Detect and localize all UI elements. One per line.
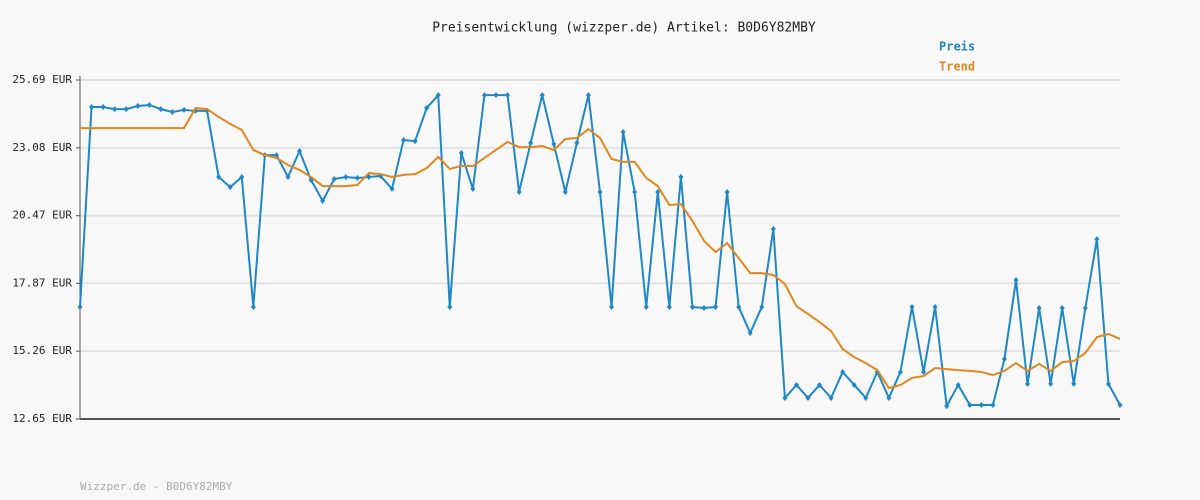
- point-marker: [239, 173, 245, 180]
- series-line: [80, 107, 1121, 390]
- point-marker: [146, 101, 152, 108]
- point-marker: [655, 189, 661, 196]
- point-marker: [551, 140, 557, 147]
- point-marker: [805, 394, 811, 401]
- y-tick-label: 15.26 EUR: [12, 344, 72, 357]
- point-marker: [782, 394, 788, 401]
- point-marker: [1001, 355, 1007, 362]
- point-marker: [921, 368, 927, 375]
- point-marker: [412, 138, 418, 145]
- y-tick-label: 25.69 EUR: [12, 73, 72, 86]
- point-marker: [1059, 304, 1065, 311]
- point-marker: [1094, 236, 1100, 243]
- point-marker: [1117, 401, 1123, 408]
- point-marker: [158, 106, 164, 113]
- footer: Wizzper.de - B0D6Y82MBY: [80, 480, 233, 493]
- point-marker: [967, 401, 973, 408]
- point-marker: [713, 303, 719, 310]
- point-marker: [169, 108, 175, 115]
- point-marker: [227, 184, 233, 191]
- point-marker: [123, 106, 129, 113]
- point-marker: [759, 303, 765, 310]
- point-marker: [747, 329, 753, 336]
- point-marker: [1025, 380, 1031, 387]
- point-marker: [1036, 304, 1042, 311]
- point-marker: [886, 394, 892, 401]
- point-marker: [609, 303, 615, 310]
- point-marker: [1082, 304, 1088, 311]
- point-marker: [955, 381, 961, 388]
- point-marker: [250, 303, 256, 310]
- y-tick-label: 17.87 EUR: [12, 276, 72, 289]
- y-tick-label: 23.08 EUR: [12, 141, 72, 154]
- point-marker: [643, 303, 649, 310]
- point-marker: [331, 176, 337, 183]
- legend-entry: Preis: [939, 40, 975, 54]
- point-marker: [481, 92, 487, 99]
- point-marker: [574, 139, 580, 146]
- y-tick-label: 12.65 EUR: [12, 412, 72, 425]
- point-marker: [505, 92, 511, 99]
- point-marker: [597, 189, 603, 196]
- point-marker: [585, 92, 591, 99]
- point-marker: [135, 102, 141, 109]
- point-marker: [516, 189, 522, 196]
- point-marker: [944, 403, 950, 410]
- point-marker: [216, 173, 222, 180]
- point-marker: [273, 152, 279, 159]
- point-marker: [817, 381, 823, 388]
- point-marker: [909, 303, 915, 310]
- point-marker: [77, 303, 83, 310]
- point-marker: [620, 128, 626, 135]
- point-marker: [770, 225, 776, 232]
- point-marker: [701, 304, 707, 311]
- point-marker: [89, 104, 95, 111]
- point-marker: [678, 173, 684, 180]
- point-marker: [539, 92, 545, 99]
- point-marker: [470, 185, 476, 192]
- point-marker: [1048, 380, 1054, 387]
- y-tick-label: 20.47 EUR: [12, 209, 72, 222]
- point-marker: [285, 173, 291, 180]
- point-marker: [1105, 380, 1111, 387]
- point-marker: [736, 303, 742, 310]
- point-marker: [297, 147, 303, 154]
- point-marker: [493, 92, 499, 99]
- point-marker: [424, 105, 430, 112]
- point-marker: [435, 92, 441, 99]
- point-marker: [828, 394, 834, 401]
- point-marker: [401, 137, 407, 144]
- point-marker: [389, 185, 395, 192]
- point-marker: [793, 381, 799, 388]
- point-marker: [632, 189, 638, 196]
- chart-title: Preisentwicklung (wizzper.de) Artikel: B…: [432, 21, 816, 36]
- point-marker: [724, 189, 730, 196]
- point-marker: [897, 368, 903, 375]
- point-marker: [851, 381, 857, 388]
- point-marker: [528, 139, 534, 146]
- point-marker: [458, 150, 464, 157]
- point-marker: [343, 173, 349, 180]
- point-marker: [978, 401, 984, 408]
- point-marker: [112, 106, 118, 113]
- point-marker: [689, 303, 695, 310]
- point-marker: [354, 175, 360, 182]
- point-marker: [320, 197, 326, 204]
- point-marker: [447, 303, 453, 310]
- point-marker: [181, 106, 187, 113]
- point-marker: [100, 104, 106, 111]
- legend-entry: Trend: [939, 60, 975, 74]
- point-marker: [932, 303, 938, 310]
- point-marker: [666, 303, 672, 310]
- point-marker: [1013, 277, 1019, 284]
- point-marker: [990, 401, 996, 408]
- point-marker: [840, 368, 846, 375]
- point-marker: [863, 394, 869, 401]
- point-marker: [1071, 380, 1077, 387]
- point-marker: [562, 189, 568, 196]
